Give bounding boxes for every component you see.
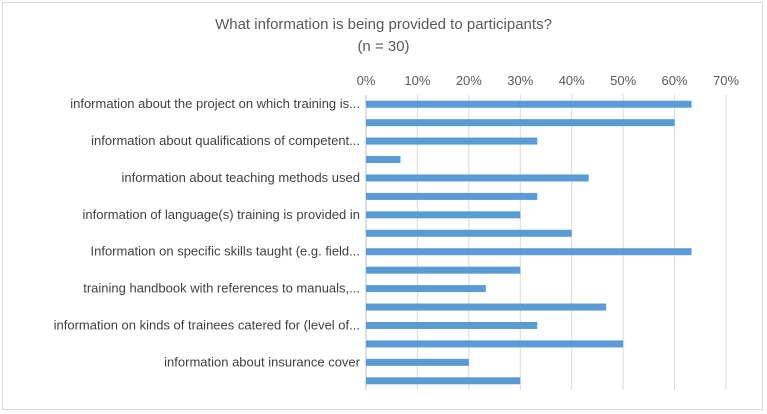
bar	[366, 358, 469, 366]
x-tick-label: 30%	[507, 73, 533, 88]
x-axis-ticks: 0% 10% 20% 30% 40% 50% 60% 70%	[357, 73, 740, 88]
x-tick-label: 0%	[357, 73, 376, 88]
x-tick-label: 60%	[662, 73, 688, 88]
category-label: information about insurance cover	[164, 354, 361, 369]
x-tick-label: 40%	[559, 73, 585, 88]
category-label: information of language(s) training is p…	[83, 207, 361, 222]
bar	[366, 137, 538, 145]
chart-title: What information is being provided to pa…	[215, 16, 552, 33]
bar	[366, 192, 538, 200]
x-tick-label: 70%	[713, 73, 739, 88]
bar	[366, 303, 607, 311]
chart-subtitle: (n = 30)	[357, 38, 410, 55]
bar	[366, 174, 589, 182]
bar	[366, 340, 624, 348]
bar	[366, 321, 538, 329]
bar	[366, 156, 401, 164]
category-label: Information on specific skills taught (e…	[90, 244, 360, 259]
bar	[366, 211, 521, 219]
bar	[366, 266, 521, 274]
x-tick-label: 50%	[610, 73, 636, 88]
bar	[366, 248, 692, 256]
bar	[366, 377, 521, 385]
x-tick-label: 10%	[404, 73, 430, 88]
bar	[366, 229, 572, 237]
category-label: information about qualifications of comp…	[91, 133, 360, 148]
bar	[366, 100, 692, 108]
x-tick-label: 20%	[456, 73, 482, 88]
category-label: information about teaching methods used	[122, 170, 361, 185]
category-label: information about the project on which t…	[70, 96, 360, 111]
category-label: training handbook with references to man…	[83, 281, 360, 296]
bar	[366, 285, 486, 293]
bars	[366, 100, 692, 385]
category-labels: information about the project on which t…	[54, 96, 361, 369]
bar	[366, 119, 675, 127]
category-label: information on kinds of trainees catered…	[54, 317, 360, 332]
